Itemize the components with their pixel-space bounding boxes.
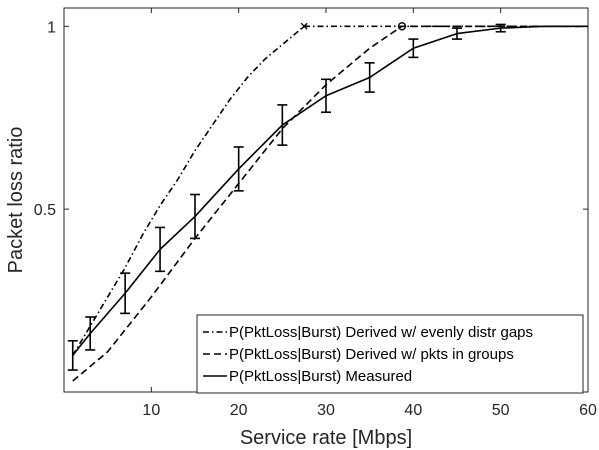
ticks: 10 20 30 40 50 60 0.5 1 xyxy=(34,8,597,419)
series-line-2 xyxy=(72,25,588,382)
x-tick-label: 10 xyxy=(142,402,160,419)
y-tick-label: 0.5 xyxy=(34,202,56,219)
legend: P(PktLoss|Burst) Derived w/ evenly distr… xyxy=(196,314,584,394)
series-line-3 xyxy=(72,25,588,356)
legend-label-2: P(PktLoss|Burst) Derived w/ pkts in grou… xyxy=(229,346,514,363)
series-end-marker-x xyxy=(300,22,308,30)
legend-label-1: P(PktLoss|Burst) Derived w/ evenly distr… xyxy=(229,324,533,341)
y-axis-label: Packet loss ratio xyxy=(5,127,27,274)
x-tick-label: 50 xyxy=(492,402,510,419)
legend-label-3: P(PktLoss|Burst) Measured xyxy=(229,368,412,385)
series-line-1 xyxy=(72,25,588,356)
x-tick-label: 40 xyxy=(404,402,422,419)
x-tick-label: 20 xyxy=(230,402,248,419)
x-tick-label: 60 xyxy=(579,402,597,419)
y-tick-label: 1 xyxy=(47,19,56,36)
legend-box xyxy=(196,314,584,394)
series-layer xyxy=(67,22,588,382)
x-tick-label: 30 xyxy=(317,402,335,419)
series-end-marker-o xyxy=(397,22,407,31)
x-axis-label: Service rate [Mbps] xyxy=(240,427,412,449)
